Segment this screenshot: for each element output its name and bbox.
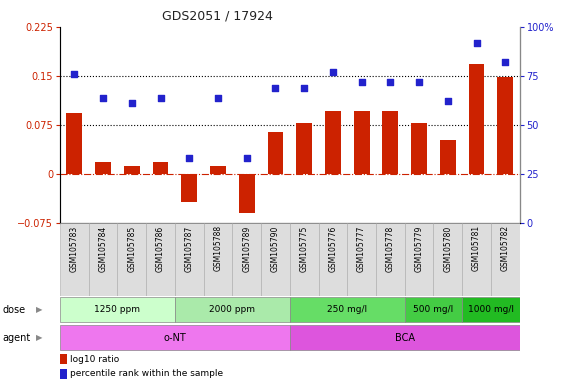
- Text: GSM105787: GSM105787: [185, 225, 194, 271]
- Bar: [383, 111, 398, 174]
- Point: [214, 94, 223, 101]
- Bar: [268, 132, 283, 174]
- Text: ▶: ▶: [36, 333, 42, 342]
- Point: [98, 94, 107, 101]
- Text: GSM105780: GSM105780: [443, 225, 452, 271]
- Text: GSM105781: GSM105781: [472, 225, 481, 271]
- Bar: [319, 223, 347, 296]
- Point: [242, 155, 251, 161]
- Bar: [60, 298, 175, 322]
- Text: GSM105782: GSM105782: [501, 225, 510, 271]
- Bar: [290, 223, 319, 296]
- Bar: [60, 223, 89, 296]
- Bar: [152, 162, 168, 174]
- Bar: [433, 223, 462, 296]
- Bar: [60, 369, 67, 379]
- Bar: [95, 162, 111, 174]
- Text: dose: dose: [3, 305, 26, 315]
- Text: GSM105786: GSM105786: [156, 225, 165, 271]
- Text: GSM105778: GSM105778: [386, 225, 395, 271]
- Point: [472, 40, 481, 46]
- Text: log10 ratio: log10 ratio: [70, 355, 120, 364]
- Bar: [175, 223, 204, 296]
- Point: [70, 71, 79, 77]
- Text: 250 mg/l: 250 mg/l: [327, 305, 367, 314]
- Text: ▶: ▶: [36, 305, 42, 314]
- Text: 1000 mg/l: 1000 mg/l: [468, 305, 514, 314]
- Bar: [405, 298, 462, 322]
- Text: GSM105779: GSM105779: [415, 225, 424, 271]
- Bar: [405, 223, 433, 296]
- Bar: [239, 174, 255, 213]
- Bar: [469, 64, 484, 174]
- Bar: [325, 111, 341, 174]
- Bar: [290, 298, 405, 322]
- Text: 500 mg/l: 500 mg/l: [413, 305, 453, 314]
- Bar: [60, 354, 67, 364]
- Point: [328, 69, 337, 75]
- Bar: [462, 298, 520, 322]
- Bar: [497, 77, 513, 174]
- Point: [156, 94, 165, 101]
- Bar: [210, 166, 226, 174]
- Bar: [411, 123, 427, 174]
- Bar: [376, 223, 405, 296]
- Bar: [60, 325, 290, 350]
- Text: 1250 ppm: 1250 ppm: [94, 305, 140, 314]
- Text: BCA: BCA: [395, 333, 415, 343]
- Bar: [491, 223, 520, 296]
- Point: [127, 100, 136, 106]
- Bar: [296, 123, 312, 174]
- Point: [443, 98, 452, 104]
- Text: GSM105776: GSM105776: [328, 225, 337, 271]
- Text: 2000 ppm: 2000 ppm: [210, 305, 255, 314]
- Bar: [347, 223, 376, 296]
- Bar: [440, 140, 456, 174]
- Bar: [146, 223, 175, 296]
- Text: GSM105785: GSM105785: [127, 225, 136, 271]
- Bar: [118, 223, 146, 296]
- Text: GSM105777: GSM105777: [357, 225, 366, 271]
- Bar: [204, 223, 232, 296]
- Text: o-NT: o-NT: [163, 333, 186, 343]
- Text: GDS2051 / 17924: GDS2051 / 17924: [162, 10, 272, 23]
- Bar: [124, 166, 140, 174]
- Bar: [462, 223, 491, 296]
- Point: [184, 155, 194, 161]
- Point: [415, 79, 424, 85]
- Text: GSM105788: GSM105788: [214, 225, 223, 271]
- Bar: [353, 111, 369, 174]
- Bar: [261, 223, 289, 296]
- Point: [271, 84, 280, 91]
- Bar: [175, 298, 290, 322]
- Point: [357, 79, 366, 85]
- Point: [386, 79, 395, 85]
- Text: GSM105783: GSM105783: [70, 225, 79, 271]
- Text: percentile rank within the sample: percentile rank within the sample: [70, 369, 223, 378]
- Bar: [89, 223, 118, 296]
- Text: GSM105789: GSM105789: [242, 225, 251, 271]
- Bar: [66, 113, 82, 174]
- Point: [300, 84, 309, 91]
- Text: GSM105784: GSM105784: [99, 225, 107, 271]
- Point: [501, 59, 510, 65]
- Text: GSM105775: GSM105775: [300, 225, 309, 271]
- Bar: [232, 223, 261, 296]
- Text: agent: agent: [3, 333, 31, 343]
- Text: GSM105790: GSM105790: [271, 225, 280, 271]
- Bar: [290, 325, 520, 350]
- Bar: [182, 174, 197, 202]
